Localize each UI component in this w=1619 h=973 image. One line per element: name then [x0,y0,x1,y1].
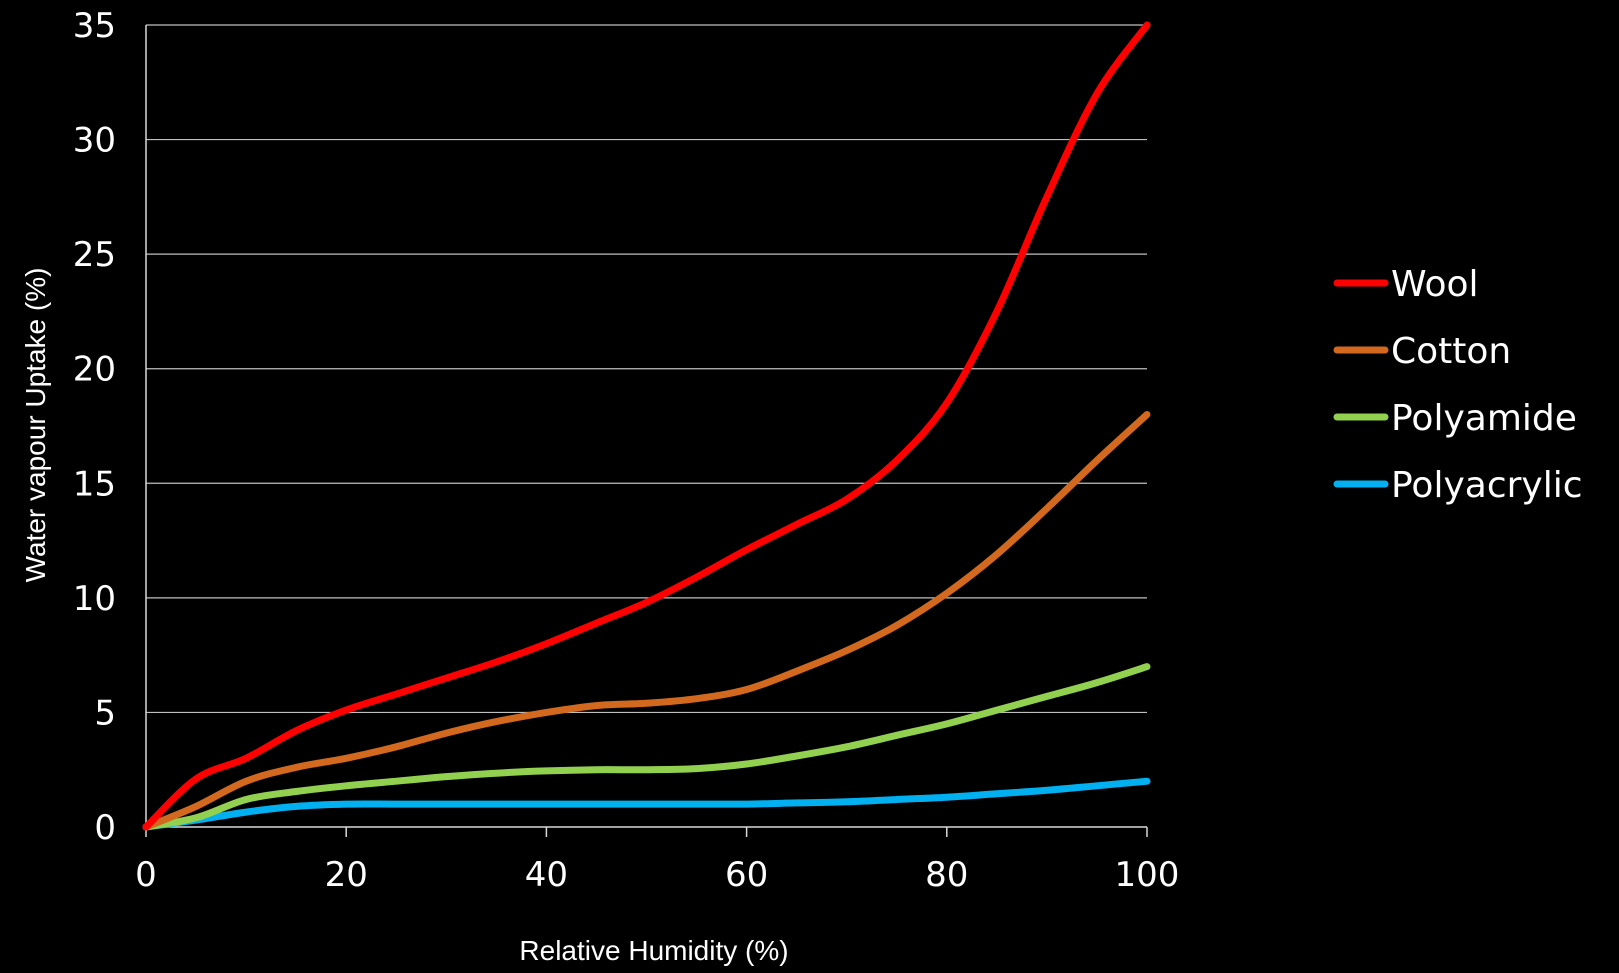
series-line-cotton [142,411,1151,831]
y-tick-label: 25 [73,235,116,275]
series-line-polyacrylic [142,777,1151,831]
y-tick-label: 10 [73,579,116,619]
x-tick-label: 100 [1115,855,1180,895]
x-tick-label: 40 [525,855,568,895]
series-line-wool [142,21,1151,831]
y-tick-label: 20 [73,350,116,390]
x-tick-label: 80 [925,855,968,895]
x-tick-label: 60 [725,855,768,895]
y-axis-title: Water vapour Uptake (%) [20,268,51,583]
legend-label-polyacrylic: Polyacrylic [1391,465,1583,506]
x-tick-labels: 0 20 40 60 80 100 [135,855,1179,895]
legend-label-wool: Wool [1391,264,1479,305]
legend-label-polyamide: Polyamide [1391,398,1577,439]
y-tick-label: 15 [73,464,116,504]
x-axis-title: Relative Humidity (%) [519,935,788,966]
gridlines [146,24,1147,714]
legend-label-cotton: Cotton [1391,331,1511,372]
y-tick-label: 35 [73,6,116,46]
y-tick-label: 5 [94,693,116,733]
x-tick-label: 20 [325,855,368,895]
y-tick-label: 0 [94,808,116,848]
y-tick-label: 30 [73,121,116,161]
axes [145,25,1148,837]
legend: Wool Cotton Polyamide Polyacrylic [1333,264,1583,506]
series-lines [142,21,1151,831]
y-tick-labels: 0 5 10 15 20 25 30 35 [73,6,116,848]
series-line-polyamide [142,663,1151,831]
x-tick-label: 0 [135,855,157,895]
